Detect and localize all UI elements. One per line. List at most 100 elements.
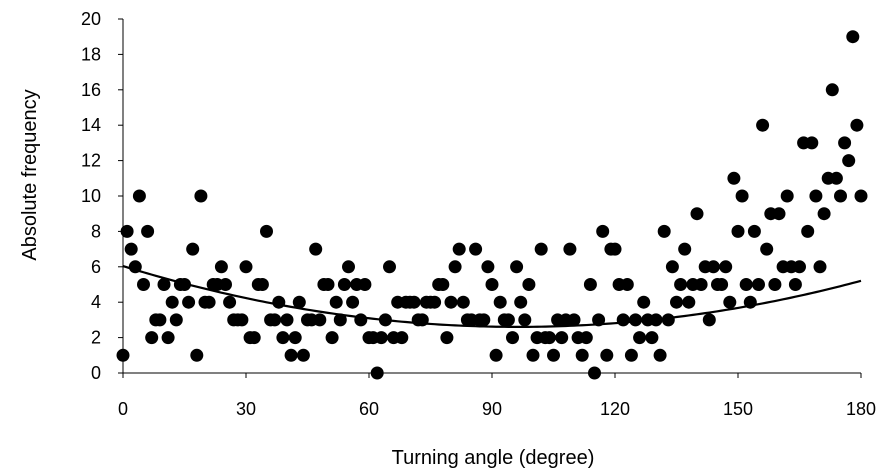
data-point xyxy=(842,154,856,168)
data-point xyxy=(296,348,310,362)
data-point xyxy=(739,278,753,291)
x-tick-label: 30 xyxy=(236,399,256,419)
data-point xyxy=(493,295,507,309)
data-point xyxy=(452,242,466,256)
x-axis-title: Turning angle (degree) xyxy=(392,447,595,469)
x-tick-label: 150 xyxy=(723,399,753,419)
data-point xyxy=(616,313,630,327)
data-point xyxy=(374,331,388,345)
data-point xyxy=(768,278,782,291)
y-tick-label: 18 xyxy=(81,44,101,64)
data-point xyxy=(284,348,298,362)
data-point xyxy=(325,331,339,345)
data-point xyxy=(547,348,560,362)
data-point xyxy=(481,260,495,274)
data-point xyxy=(567,313,581,327)
data-point xyxy=(223,295,237,309)
data-point xyxy=(563,242,577,256)
data-point xyxy=(608,242,622,256)
data-point xyxy=(169,313,183,327)
data-point xyxy=(485,278,499,291)
data-point xyxy=(854,189,868,203)
data-point xyxy=(817,207,831,221)
data-point xyxy=(268,313,282,327)
data-point xyxy=(358,278,372,291)
data-point xyxy=(752,278,765,291)
data-point xyxy=(825,83,839,97)
data-point xyxy=(288,331,302,345)
x-tick-label: 180 xyxy=(846,399,876,419)
data-point xyxy=(153,313,167,327)
data-point xyxy=(633,331,647,345)
data-point xyxy=(116,348,130,362)
data-point xyxy=(846,30,860,44)
data-point xyxy=(583,278,597,291)
data-point xyxy=(477,313,491,327)
data-point xyxy=(145,331,159,345)
data-point xyxy=(395,331,409,345)
data-point xyxy=(588,366,601,380)
data-point xyxy=(596,224,610,238)
y-tick-label: 14 xyxy=(81,115,101,135)
x-tick-label: 90 xyxy=(482,399,502,419)
data-point xyxy=(456,295,470,309)
data-point xyxy=(747,224,761,238)
data-point xyxy=(186,242,200,256)
data-point xyxy=(276,331,290,345)
data-point xyxy=(653,348,667,362)
data-point xyxy=(255,278,269,291)
data-point xyxy=(809,189,823,203)
data-point xyxy=(407,295,421,309)
data-point xyxy=(337,278,351,291)
data-point xyxy=(522,278,536,291)
data-point xyxy=(329,295,343,309)
data-point xyxy=(760,242,774,256)
data-point xyxy=(850,118,864,132)
data-point xyxy=(542,331,556,345)
y-tick-label: 10 xyxy=(81,186,101,206)
data-point xyxy=(620,278,634,291)
data-point xyxy=(534,242,548,256)
data-point xyxy=(719,260,733,274)
data-point xyxy=(436,278,450,291)
data-point xyxy=(182,295,196,309)
data-point xyxy=(202,295,216,309)
data-point xyxy=(715,278,729,291)
data-point xyxy=(600,348,614,362)
data-point xyxy=(448,260,462,274)
data-point xyxy=(383,260,396,274)
data-point xyxy=(354,313,368,327)
data-point xyxy=(161,331,175,345)
data-point xyxy=(132,189,146,203)
y-tick-label: 16 xyxy=(81,80,101,100)
data-point xyxy=(735,189,749,203)
data-point xyxy=(219,278,232,291)
y-tick-label: 6 xyxy=(91,257,101,277)
y-tick-label: 12 xyxy=(81,151,101,171)
data-point xyxy=(444,295,458,309)
data-point xyxy=(678,242,692,256)
data-point xyxy=(657,224,671,238)
data-point xyxy=(247,331,261,345)
data-point xyxy=(190,348,204,362)
data-point xyxy=(772,207,786,221)
data-point xyxy=(489,348,503,362)
data-point xyxy=(506,331,519,345)
data-point xyxy=(510,260,524,274)
data-point xyxy=(157,278,171,291)
data-point xyxy=(674,278,688,291)
data-point xyxy=(272,295,286,309)
data-point xyxy=(793,260,806,274)
data-point xyxy=(694,278,708,291)
data-point xyxy=(702,313,716,327)
data-point xyxy=(514,295,528,309)
data-point xyxy=(280,313,294,327)
data-point xyxy=(690,207,704,221)
trendline xyxy=(122,265,862,329)
data-point xyxy=(137,278,150,291)
data-point xyxy=(440,331,454,345)
x-tick-label: 60 xyxy=(359,399,379,419)
y-tick-label: 20 xyxy=(81,9,101,29)
data-point xyxy=(801,224,815,238)
